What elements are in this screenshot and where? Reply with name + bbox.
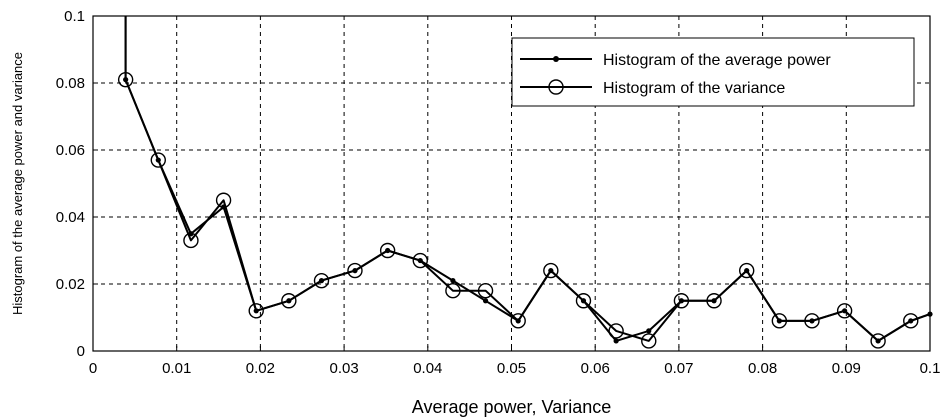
x-tick-label: 0.09 [832,360,861,377]
x-tick-label: 0 [89,360,97,377]
x-tick-label: 0.05 [497,360,526,377]
legend-marker-dot [553,56,559,62]
data-point-variance [706,293,722,309]
data-point-variance [771,313,788,329]
data-point-variance [641,333,657,349]
data-point-variance [347,262,363,279]
legend-box [511,37,915,107]
data-point-variance [183,232,199,249]
data-point-variance [150,152,166,168]
x-tick-label: 0.03 [329,360,358,377]
y-axis-ticks: 0 0.02 0.04 0.06 0.08 0.1 [56,8,98,360]
data-point-variance [445,283,461,299]
y-tick-label: 0.1 [64,8,85,25]
data-point-average-power [646,328,652,334]
y-tick-label: 0.04 [56,209,85,226]
y-tick-label: 0.08 [56,75,85,92]
legend: Histogram of the average power Histogram… [511,37,915,107]
data-point-variance [510,313,526,329]
data-point-variance [836,303,853,319]
data-point-variance [903,313,919,329]
data-point-average-power [482,298,489,304]
data-point-variance [117,71,134,88]
legend-label-variance: Histogram of the variance [603,80,785,97]
x-tick-label: 0.1 [920,360,941,377]
data-point-variance [412,252,428,269]
data-point-variance [738,262,755,279]
data-point-variance [313,272,330,289]
x-axis-ticks: 0 0.01 0.02 0.03 0.04 0.05 0.06 0.07 0.08 0.09 0.1 [89,346,941,377]
y-tick-label: 0.02 [56,276,85,293]
data-point-average-power [613,338,619,344]
y-tick-label: 0 [77,343,85,360]
y-tick-label: 0.06 [56,142,85,159]
data-point-variance [870,333,886,349]
data-point-variance [608,323,624,339]
data-point-variance [248,303,264,319]
legend-label-average-power: Histogram of the average power [603,52,831,69]
series-line-variance [124,16,931,342]
x-tick-label: 0.06 [581,360,610,377]
x-tick-label: 0.08 [748,360,777,377]
x-tick-label: 0.02 [246,360,275,377]
y-axis-label: Histogram of the average power and varia… [10,52,25,315]
data-point-variance [543,262,559,279]
x-tick-label: 0.04 [413,360,442,377]
data-point-variance [673,293,690,309]
data-point-variance [215,192,232,208]
series-layer [117,16,933,349]
data-point-variance [804,313,820,329]
data-point-variance [281,293,297,309]
x-axis-label: Average power, Variance [412,397,611,417]
legend-marker-circle [548,79,564,95]
data-point-average-power [450,278,456,284]
data-point-variance [575,293,592,309]
data-point-variance [379,242,396,259]
x-tick-label: 0.01 [162,360,191,377]
x-tick-label: 0.07 [664,360,693,377]
data-point-variance [477,283,494,299]
